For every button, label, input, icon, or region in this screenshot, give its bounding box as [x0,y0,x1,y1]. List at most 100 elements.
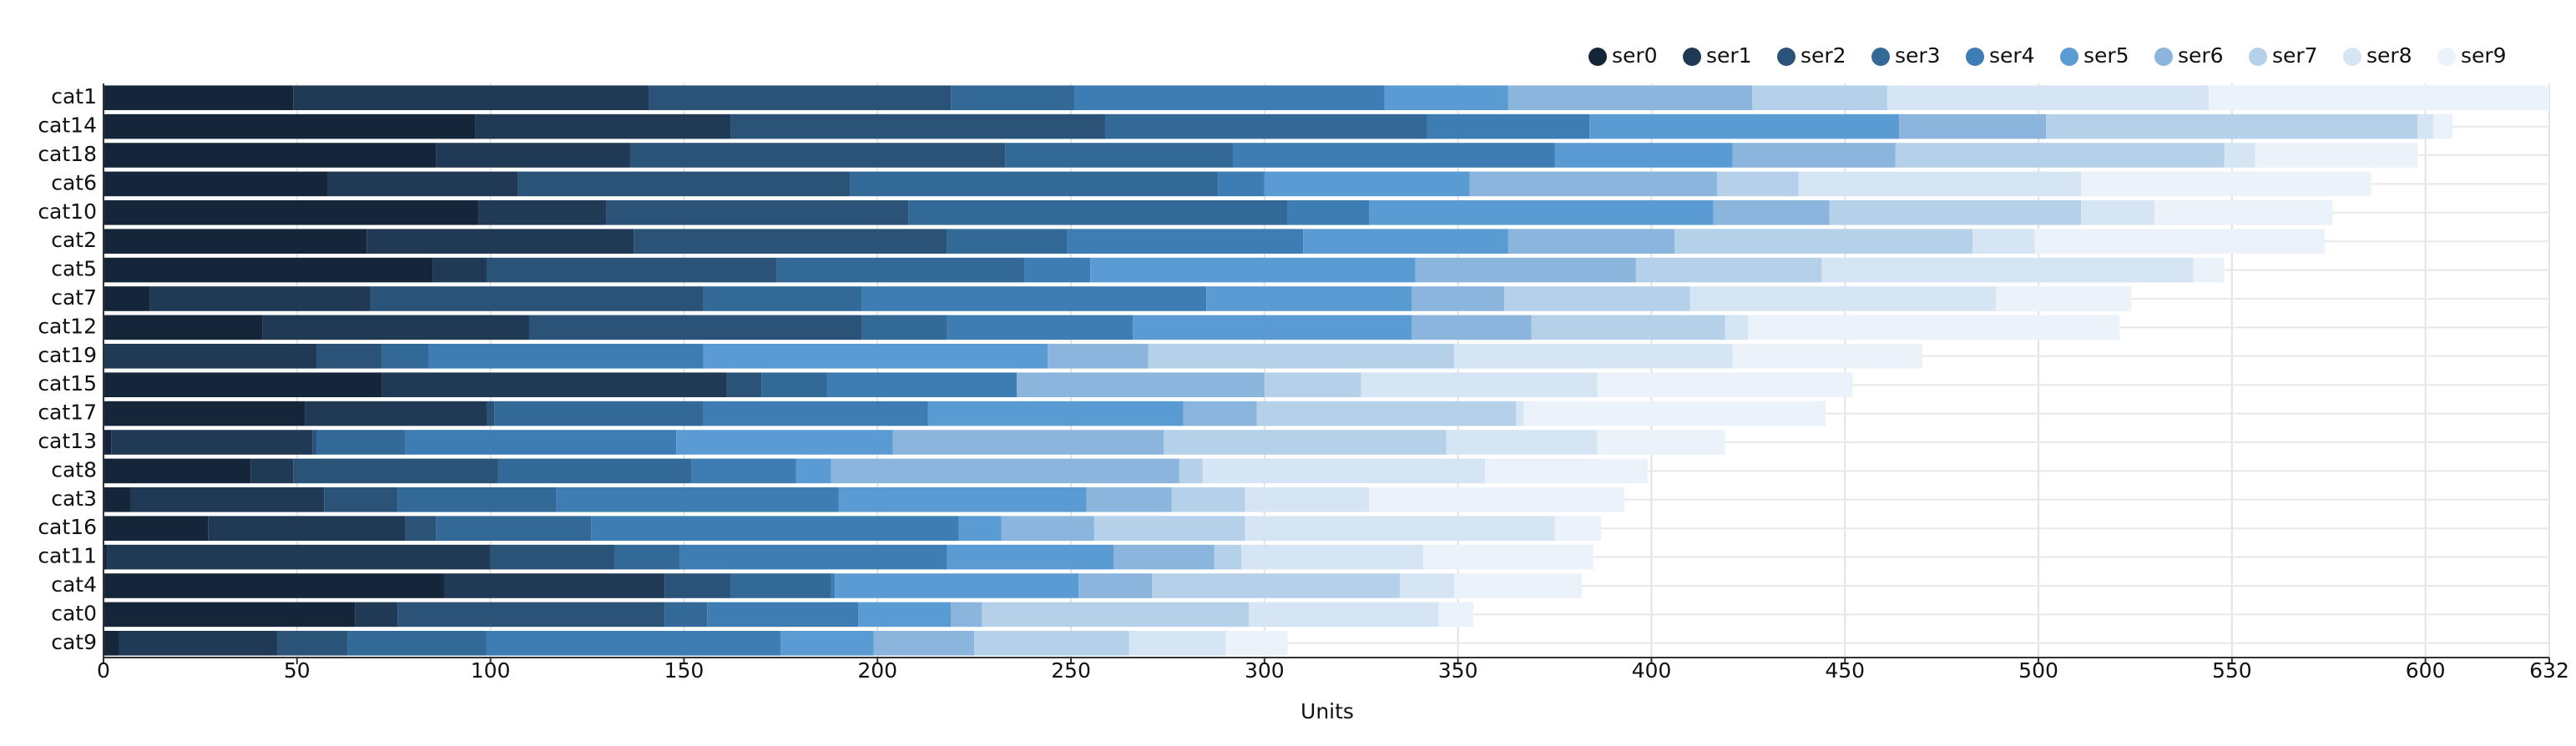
y-tick-label: cat17 [38,401,97,425]
bar-segment [104,602,356,628]
y-tick-label: cat18 [38,142,97,166]
legend-swatch [1966,48,1984,66]
bar-segment [2046,113,2418,139]
legend-label: ser9 [2461,43,2507,68]
bar-segment [104,143,437,168]
bar-segment [528,315,862,340]
bar-segment [850,171,1219,197]
bar-segment [262,315,529,340]
bar-segment [664,573,731,598]
y-tick-label: cat11 [38,544,97,568]
bar-segment [1086,487,1172,512]
bar-segment [2154,200,2333,225]
legend-label: ser8 [2366,43,2412,68]
bar-segment [518,171,851,197]
bar-segment [947,229,1068,254]
bar-segment [104,113,476,139]
bar-segment [1717,171,1799,197]
bar-segment [1411,315,1532,340]
y-tick-label: cat6 [51,170,97,194]
bar-segment [486,631,781,656]
bar-segment [1048,344,1149,369]
bar-segment [861,315,947,340]
bar-segment [1078,573,1153,598]
y-tick-label: cat14 [38,113,97,138]
bar-segment [324,487,398,512]
bar-segment [927,401,1184,426]
bar-segment [370,286,704,311]
bar-segment [1400,573,1454,598]
bar-segment [958,516,1002,541]
bar-segment [838,487,1087,512]
legend-label: ser7 [2272,43,2318,68]
y-tick-label: cat4 [51,572,97,597]
y-tick-label: cat16 [38,515,97,539]
bar-segment [2432,113,2453,139]
bar-segment [104,631,119,656]
bar-segment [2224,143,2255,168]
bar-segment [436,516,592,541]
bar-segment [366,229,634,254]
y-tick-label: cat9 [51,630,97,654]
bar-segment [1411,286,1505,311]
x-tick-label: 300 [1245,658,1285,683]
bar-segment [1245,516,1555,541]
bar-segment [1233,143,1555,168]
bar-segment [1105,113,1427,139]
bar-segment [1183,401,1257,426]
bar-segment [327,171,518,197]
bar-segment [1422,544,1594,570]
bar-segment [347,631,487,656]
bar-segment [776,257,1025,283]
legend-swatch [2060,48,2078,66]
bar-segment [104,286,150,311]
y-tick-label: cat19 [38,343,97,367]
bar-segment [498,458,692,484]
bar-segment [1674,229,1973,254]
bar-segment [634,229,947,254]
bar-segment [1531,315,1725,340]
bar-segment [1635,257,1822,283]
legend-label: ser2 [1801,43,1846,68]
bar-segment [1361,372,1598,397]
legend-swatch [1683,48,1701,66]
bar-segment [2034,229,2326,254]
y-tick-label: cat1 [51,84,97,108]
bar-segment [1446,430,1598,455]
bar-segment [826,372,1018,397]
bar-segment [316,344,382,369]
bar-segment [730,573,831,598]
x-tick-label: 350 [1438,658,1478,683]
bar-segment [1996,286,2132,311]
bar-segment [312,430,316,455]
bar-segment [1303,229,1508,254]
x-tick-label: 0 [97,658,110,683]
bar-segment [1508,85,1752,110]
bar-segment [1264,372,1361,397]
y-tick-label: cat10 [38,199,97,224]
y-tick-label: cat12 [38,314,97,338]
legend-swatch [1589,48,1607,66]
bar-segment [1114,544,1215,570]
bar-segment [703,286,862,311]
legend-swatch [2249,48,2267,66]
bar-segment [1368,487,1624,512]
bar-segment [104,401,306,426]
bar-segment [679,544,947,570]
bar-segment [1713,200,1830,225]
bar-segment [405,430,677,455]
bar-segment [1725,315,1749,340]
bar-segment [316,430,406,455]
bar-segment [1264,171,1470,197]
bar-segment [104,171,328,197]
x-tick-label: 632 [2529,658,2569,683]
bar-segment [947,315,1134,340]
bar-segment [397,487,557,512]
bar-segment [1469,171,1718,197]
bar-segment [2209,85,2549,110]
bar-segment [381,344,429,369]
bar-segment [1148,344,1454,369]
bar-segment [1171,487,1245,512]
bar-segment [780,631,874,656]
